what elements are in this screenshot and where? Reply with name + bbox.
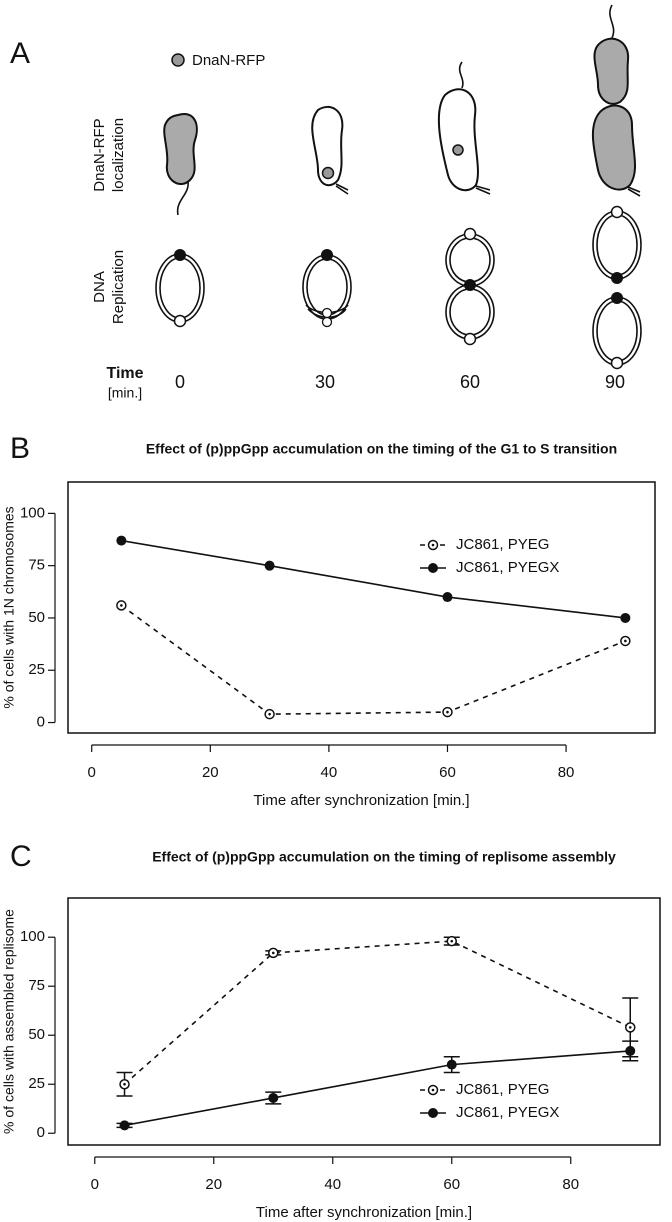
series-line bbox=[120, 604, 626, 715]
series-line bbox=[123, 940, 631, 1085]
x-tick-label: 40 bbox=[321, 764, 338, 781]
marker-dot bbox=[628, 1026, 632, 1029]
x-axis-label: Time after synchronization [min.] bbox=[256, 1204, 472, 1221]
chart-title: Effect of (p)ppGpp accumulation on the t… bbox=[146, 441, 617, 457]
x-tick-label: 60 bbox=[443, 1176, 460, 1193]
marker bbox=[116, 535, 127, 546]
row-label: DNA bbox=[91, 271, 108, 303]
y-tick-label: 0 bbox=[37, 714, 45, 731]
time-value: 0 bbox=[175, 372, 185, 392]
y-axis-label: % of cells with assembled replisome bbox=[1, 909, 17, 1134]
legend-label: JC861, PYEG bbox=[456, 1081, 549, 1098]
y-tick-label: 50 bbox=[28, 1026, 45, 1043]
legend-marker-dot bbox=[431, 543, 435, 547]
time-unit: [min.] bbox=[108, 385, 142, 401]
marker bbox=[620, 612, 631, 623]
x-axis-label: Time after synchronization [min.] bbox=[253, 792, 469, 809]
row-label: Replication bbox=[110, 250, 127, 324]
legend-dot bbox=[171, 53, 185, 67]
x-tick-label: 20 bbox=[205, 1176, 222, 1193]
row-label: DnaN-RFP bbox=[91, 118, 108, 191]
series-line bbox=[121, 539, 626, 619]
y-tick-label: 100 bbox=[20, 928, 45, 945]
y-tick-label: 75 bbox=[28, 557, 45, 574]
time-value: 90 bbox=[605, 372, 625, 392]
legend-label: JC861, PYEG bbox=[456, 536, 549, 553]
legend-marker bbox=[428, 1108, 438, 1118]
marker-dot bbox=[120, 604, 123, 607]
y-tick-label: 0 bbox=[37, 1124, 45, 1141]
row-label: localization bbox=[110, 118, 127, 192]
panel-label: C bbox=[10, 840, 32, 873]
time-label: Time bbox=[106, 365, 143, 382]
marker bbox=[119, 1120, 130, 1131]
x-tick-label: 80 bbox=[558, 764, 575, 781]
panel-label: B bbox=[10, 432, 30, 465]
marker bbox=[625, 1045, 636, 1056]
cell-diagrams bbox=[155, 4, 642, 370]
time-value: 60 bbox=[460, 372, 480, 392]
x-tick-label: 0 bbox=[91, 1176, 99, 1193]
marker bbox=[446, 1059, 457, 1070]
legend-label: JC861, PYEGX bbox=[456, 559, 559, 576]
marker-dot bbox=[123, 1082, 126, 1086]
y-axis-label: % of cells with 1N chromosomes bbox=[1, 506, 17, 708]
y-tick-label: 100 bbox=[20, 504, 45, 521]
marker-dot bbox=[271, 951, 275, 955]
y-tick-label: 50 bbox=[28, 609, 45, 626]
x-tick-label: 60 bbox=[439, 764, 456, 781]
marker bbox=[268, 1092, 279, 1103]
chart-title: Effect of (p)ppGpp accumulation on the t… bbox=[152, 849, 616, 865]
x-tick-label: 40 bbox=[324, 1176, 341, 1193]
marker-dot bbox=[624, 639, 627, 643]
x-tick-label: 80 bbox=[562, 1176, 579, 1193]
y-tick-label: 75 bbox=[28, 977, 45, 994]
x-tick-label: 20 bbox=[202, 764, 219, 781]
marker-dot bbox=[268, 712, 271, 716]
legend-text: DnaN-RFP bbox=[192, 52, 265, 69]
y-tick-label: 25 bbox=[28, 661, 45, 678]
marker-dot bbox=[450, 939, 454, 943]
marker bbox=[442, 592, 453, 603]
legend-marker bbox=[428, 563, 438, 573]
plot-box bbox=[67, 481, 656, 734]
legend-marker-dot bbox=[431, 1088, 435, 1092]
y-tick-label: 25 bbox=[28, 1075, 45, 1092]
plot-box bbox=[67, 897, 661, 1146]
marker bbox=[264, 560, 275, 571]
legend-label: JC861, PYEGX bbox=[456, 1104, 559, 1121]
panel-label: A bbox=[10, 37, 30, 70]
series-line bbox=[124, 1050, 631, 1127]
time-value: 30 bbox=[315, 372, 335, 392]
x-tick-label: 0 bbox=[88, 764, 96, 781]
marker-dot bbox=[446, 710, 449, 714]
